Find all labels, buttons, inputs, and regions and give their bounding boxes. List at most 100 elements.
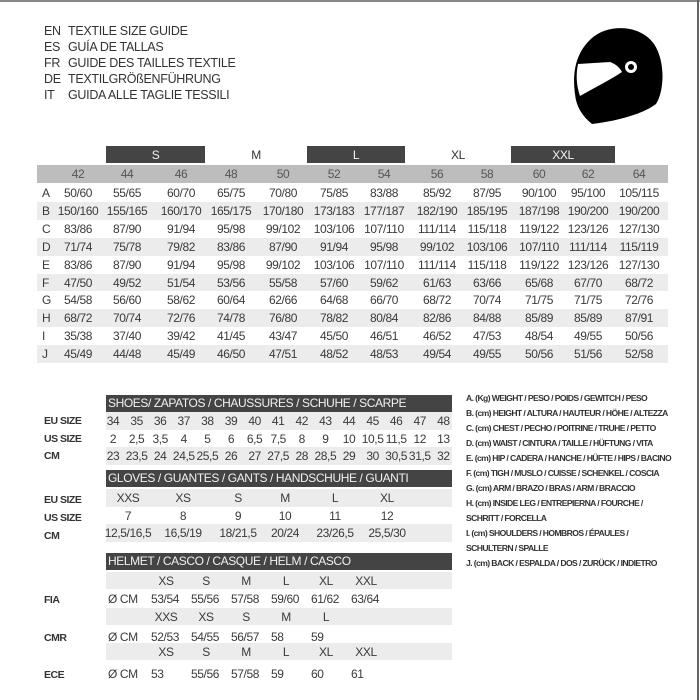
measure-value: 107/110 — [519, 239, 559, 254]
measure-value: 35/38 — [63, 329, 93, 344]
measure-value: 48/52 — [319, 347, 349, 362]
measure-key: A — [42, 186, 50, 200]
unit-label: Ø CM — [108, 592, 138, 606]
shoe-size: 29 — [342, 449, 356, 464]
shoe-size: 44 — [342, 414, 356, 428]
eu-size-header: 52 — [327, 167, 341, 181]
helmet-value: 61/62 — [311, 592, 340, 606]
measure-value: 71/74 — [63, 239, 93, 254]
glove-size: 11 — [329, 508, 341, 523]
shoe-size: 2 — [109, 431, 117, 446]
measure-value: 53/56 — [216, 275, 246, 290]
glove-size: 12,5/16,5 — [104, 526, 152, 540]
shoe-size: 9 — [322, 431, 329, 446]
measure-value: 78/82 — [319, 311, 349, 326]
measure-value: 95/100 — [570, 186, 606, 200]
measure-value: 47/53 — [472, 329, 502, 344]
size-header-row — [37, 165, 668, 183]
shoe-size: 10,5 — [361, 431, 384, 446]
shoe-size: 6,5 — [246, 431, 263, 446]
shoe-size: 38 — [201, 414, 214, 428]
measure-value: 48/53 — [369, 347, 399, 362]
measure-key: D — [42, 239, 51, 254]
measure-value: 70/74 — [112, 311, 142, 326]
measure-value: 75/85 — [319, 186, 349, 200]
measure-value: 68/72 — [422, 293, 452, 308]
measure-key: E — [42, 257, 50, 272]
measure-value: 155/165 — [106, 203, 148, 218]
legend-line: J. (cm) BACK / ESPALDA / DOS / ZURÜCK / … — [466, 558, 657, 568]
eu-size-header: 50 — [276, 167, 290, 181]
measure-value: 41/45 — [216, 329, 246, 344]
size-group-band — [307, 146, 405, 163]
glove-size: XS — [175, 491, 191, 505]
table-row-shade — [37, 309, 668, 328]
helmet-value: 63/64 — [351, 592, 380, 606]
helmet-value: 59/60 — [271, 592, 300, 606]
eu-size-header: 58 — [480, 167, 494, 181]
row-label: CM — [44, 450, 60, 463]
language-code: ES — [44, 40, 61, 54]
helmet-value: 54/55 — [191, 629, 220, 644]
shoe-size: 41 — [271, 414, 285, 428]
measure-value: 56/60 — [112, 293, 142, 308]
eu-size-header: 64 — [632, 167, 646, 181]
title-text: GUIDA ALLE TAGLIE TESSILI — [68, 88, 230, 102]
measure-value: 115/119 — [619, 239, 659, 254]
row-label: EU SIZE — [44, 415, 82, 427]
helmet-size: M — [241, 574, 251, 588]
shoe-size: 36 — [153, 414, 167, 428]
helmet-size: XS — [158, 574, 174, 588]
measure-value: 83/86 — [216, 239, 246, 254]
measure-value: 51/54 — [166, 275, 196, 290]
measure-value: 46/52 — [422, 329, 452, 344]
measure-value: 67/70 — [573, 275, 603, 290]
measure-key: I — [42, 329, 45, 344]
glove-size: XXS — [116, 491, 140, 505]
measure-value: 55/58 — [268, 275, 298, 290]
measure-value: 55/65 — [112, 186, 142, 200]
measure-value: 91/94 — [166, 221, 196, 236]
measure-value: 87/90 — [112, 257, 142, 272]
measure-value: 57/60 — [319, 275, 349, 290]
measure-value: 170/180 — [262, 203, 304, 218]
helmet-size: XL — [319, 645, 333, 659]
measure-value: 45/50 — [319, 329, 349, 344]
measure-value: 46/50 — [216, 347, 246, 362]
shoe-size: 30,5 — [385, 449, 408, 464]
standard-label: FIA — [44, 594, 60, 606]
measure-value: 182/190 — [416, 203, 458, 218]
measure-value: 123/126 — [567, 257, 609, 272]
measure-value: 111/114 — [418, 221, 456, 236]
measure-value: 115/118 — [467, 221, 507, 236]
measure-value: 84/88 — [472, 311, 502, 326]
measure-value: 47/51 — [268, 347, 298, 362]
measure-value: 44/48 — [112, 347, 142, 362]
measure-value: 91/94 — [319, 239, 349, 254]
measure-value: 119/122 — [519, 257, 559, 272]
measure-value: 68/72 — [624, 275, 654, 290]
helmet-value: 53 — [151, 667, 164, 681]
measure-value: 70/80 — [268, 186, 298, 200]
glove-size: 10 — [278, 508, 292, 523]
helmet-value: 59 — [271, 667, 284, 681]
language-code: FR — [44, 56, 61, 70]
row-label: CM — [44, 530, 60, 542]
measure-value: 87/91 — [624, 311, 654, 326]
helmet-size: XS — [158, 645, 174, 659]
title-text: GUÍA DE TALLAS — [68, 40, 164, 54]
measure-value: 71/75 — [573, 293, 603, 308]
measure-value: 160/170 — [160, 203, 202, 218]
measure-value: 85/89 — [573, 311, 603, 326]
glove-size: 9 — [234, 508, 242, 523]
measure-value: 49/55 — [472, 347, 502, 362]
table-row-shade — [37, 237, 668, 256]
shoes-title: SHOES/ ZAPATOS / CHAUSSURES / SCHUHE / S… — [108, 396, 407, 410]
shoe-size: 10 — [342, 431, 356, 446]
measure-value: 50/56 — [524, 347, 554, 362]
measure-value: 111/114 — [569, 239, 607, 254]
shoe-size: 24,5 — [172, 449, 195, 464]
shoe-size: 27,5 — [267, 449, 290, 464]
shoe-size: 30 — [366, 449, 379, 464]
eu-size-header: 48 — [224, 167, 238, 181]
